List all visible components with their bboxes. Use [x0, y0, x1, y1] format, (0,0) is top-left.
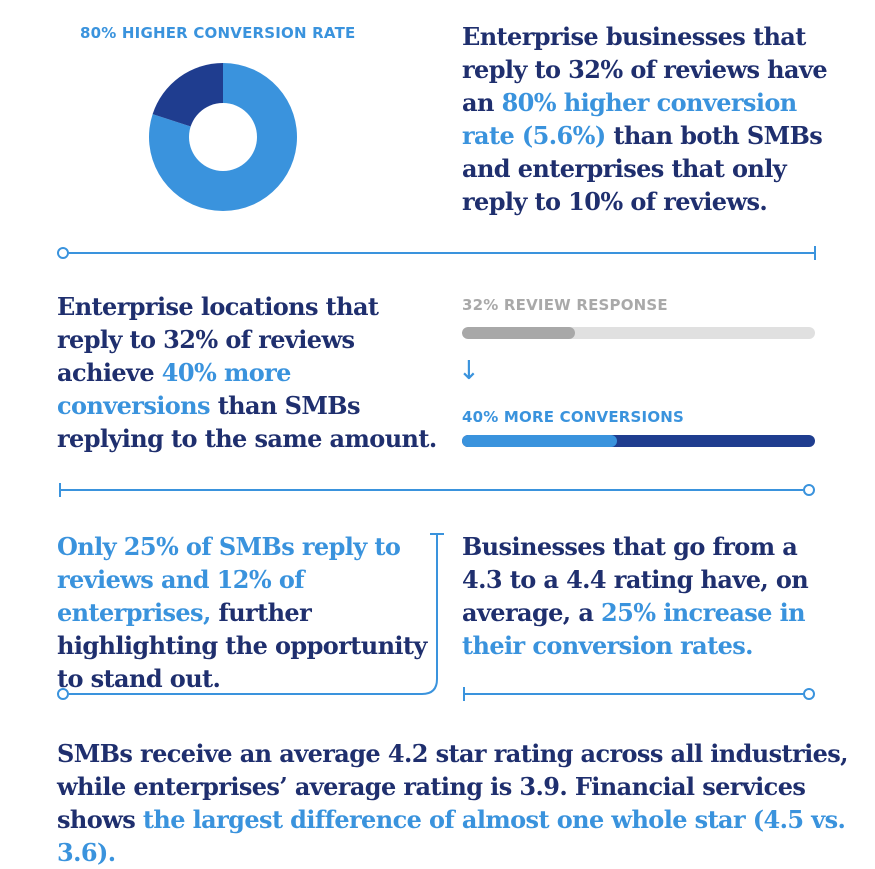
bar-label-more-conversions: 40% MORE CONVERSIONS [462, 408, 685, 426]
bar-fill-review-response [462, 327, 575, 339]
stat-paragraph-rating-increase: Businesses that go from a 4.3 to a 4.4 r… [462, 530, 842, 662]
divider-node [803, 484, 815, 496]
text-segment: than both SMBs and enterprises that only… [462, 121, 823, 216]
bar-track-review-response [462, 327, 815, 339]
stat-paragraph-star-rating: SMBs receive an average 4.2 star rating … [57, 737, 857, 869]
highlight-segment: Only 25% of SMBs reply to reviews and 12… [57, 532, 401, 627]
bar-label-review-response: 32% REVIEW RESPONSE [462, 296, 668, 314]
donut-title: 80% HIGHER CONVERSION RATE [80, 24, 356, 42]
text-segment: Enterprise businesses that reply to 32% … [462, 22, 828, 117]
divider-node [57, 688, 69, 700]
highlight-segment: 40% more conversions [57, 358, 291, 420]
text-segment: further highlighting the opportunity to … [57, 598, 427, 693]
highlight-segment: 80% higher conversion rate (5.6%) [462, 88, 797, 150]
donut-hole [189, 103, 257, 171]
divider-node [803, 688, 815, 700]
arrow-down-icon: ↓ [458, 356, 480, 386]
text-segment: SMBs receive an average 4.2 star rating … [57, 739, 849, 834]
text-segment: Enterprise locations that reply to 32% o… [57, 292, 379, 387]
text-segment: Businesses that go from a 4.3 to a 4.4 r… [462, 532, 809, 627]
donut-chart [149, 63, 297, 211]
stat-paragraph-reply-rate: Only 25% of SMBs reply to reviews and 12… [57, 530, 427, 695]
highlight-segment: 25% increase in their conversion rates. [462, 598, 806, 660]
divider-elbow-line [69, 534, 438, 695]
stat-paragraph-conversion: Enterprise businesses that reply to 32% … [462, 20, 852, 218]
stat-paragraph-locations: Enterprise locations that reply to 32% o… [57, 290, 437, 455]
divider-node [57, 247, 69, 259]
bar-track-more-conversions [462, 435, 815, 447]
bar-fill-more-conversions [462, 435, 618, 447]
text-segment: than SMBs replying to the same amount. [57, 391, 437, 453]
